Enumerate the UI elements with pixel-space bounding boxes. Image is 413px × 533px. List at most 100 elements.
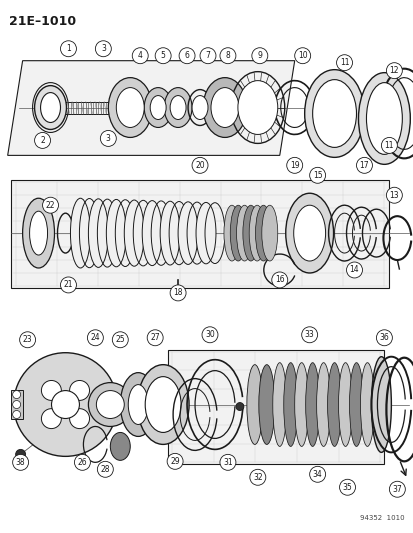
Circle shape [13, 454, 28, 470]
Text: 24: 24 [90, 333, 100, 342]
Circle shape [219, 454, 235, 470]
Ellipse shape [235, 402, 243, 410]
Ellipse shape [41, 381, 61, 400]
Ellipse shape [192, 95, 207, 119]
Text: 29: 29 [170, 457, 180, 466]
Polygon shape [11, 180, 389, 288]
Text: 21: 21 [64, 280, 73, 289]
Ellipse shape [316, 362, 330, 447]
Ellipse shape [358, 72, 409, 164]
Circle shape [199, 48, 216, 63]
Ellipse shape [108, 78, 152, 138]
Ellipse shape [128, 385, 148, 424]
Text: 11: 11 [339, 58, 349, 67]
Polygon shape [168, 350, 384, 464]
Ellipse shape [150, 95, 166, 119]
Text: 11: 11 [384, 141, 393, 150]
Ellipse shape [305, 362, 319, 447]
Circle shape [301, 327, 317, 343]
Text: 17: 17 [359, 161, 368, 170]
Circle shape [385, 63, 401, 79]
Ellipse shape [110, 432, 130, 461]
Circle shape [74, 454, 90, 470]
Ellipse shape [327, 362, 341, 447]
Circle shape [60, 41, 76, 56]
Circle shape [19, 332, 36, 348]
Ellipse shape [69, 409, 89, 429]
Circle shape [336, 55, 351, 71]
Text: 31: 31 [223, 458, 232, 467]
Circle shape [155, 48, 171, 63]
Text: 33: 33 [304, 330, 314, 340]
Text: 12: 12 [389, 66, 398, 75]
Text: 20: 20 [195, 161, 204, 170]
Circle shape [112, 332, 128, 348]
Ellipse shape [294, 362, 308, 447]
Text: 19: 19 [289, 161, 299, 170]
Text: 21E–1010: 21E–1010 [9, 15, 76, 28]
Circle shape [380, 138, 396, 154]
Circle shape [202, 327, 217, 343]
Ellipse shape [51, 391, 79, 418]
Text: 8: 8 [225, 51, 230, 60]
Ellipse shape [14, 353, 117, 456]
Circle shape [60, 277, 76, 293]
Circle shape [167, 454, 183, 470]
Circle shape [35, 133, 50, 148]
Ellipse shape [164, 87, 192, 127]
Text: 7: 7 [205, 51, 210, 60]
Circle shape [356, 157, 372, 173]
Circle shape [192, 157, 207, 173]
Text: 38: 38 [16, 458, 25, 467]
Ellipse shape [255, 205, 271, 261]
Circle shape [346, 262, 362, 278]
Circle shape [286, 157, 302, 173]
Circle shape [294, 48, 310, 63]
Ellipse shape [338, 362, 351, 447]
Ellipse shape [246, 365, 262, 445]
Ellipse shape [242, 205, 258, 261]
Ellipse shape [236, 205, 252, 261]
Circle shape [309, 167, 325, 183]
Circle shape [271, 272, 287, 288]
Text: 25: 25 [115, 335, 125, 344]
Text: 37: 37 [392, 484, 401, 494]
Ellipse shape [258, 365, 274, 445]
Circle shape [179, 48, 195, 63]
Ellipse shape [170, 95, 185, 119]
Ellipse shape [304, 70, 363, 157]
Text: 3: 3 [106, 134, 111, 143]
Ellipse shape [69, 381, 89, 400]
Text: 34: 34 [312, 470, 322, 479]
Ellipse shape [230, 205, 246, 261]
Text: 32: 32 [252, 473, 262, 482]
Ellipse shape [124, 200, 144, 266]
Ellipse shape [237, 80, 277, 134]
Circle shape [100, 131, 116, 147]
Ellipse shape [202, 78, 246, 138]
Ellipse shape [137, 365, 189, 445]
Circle shape [219, 48, 235, 63]
Ellipse shape [160, 201, 180, 265]
Ellipse shape [41, 409, 61, 429]
Text: 18: 18 [173, 288, 183, 297]
Text: 27: 27 [150, 333, 159, 342]
Circle shape [309, 466, 325, 482]
Ellipse shape [360, 362, 373, 447]
Text: 26: 26 [77, 458, 87, 467]
Ellipse shape [283, 362, 297, 447]
Circle shape [375, 330, 392, 346]
Ellipse shape [13, 391, 21, 399]
Ellipse shape [272, 362, 286, 447]
Text: 9: 9 [257, 51, 261, 60]
Ellipse shape [142, 200, 162, 265]
Text: 28: 28 [100, 465, 110, 474]
Ellipse shape [120, 373, 156, 437]
Polygon shape [8, 61, 294, 156]
Text: 94352  1010: 94352 1010 [359, 515, 404, 521]
Ellipse shape [349, 362, 363, 447]
Ellipse shape [223, 205, 239, 261]
Circle shape [389, 481, 404, 497]
Circle shape [339, 479, 355, 495]
Text: 36: 36 [379, 333, 388, 342]
